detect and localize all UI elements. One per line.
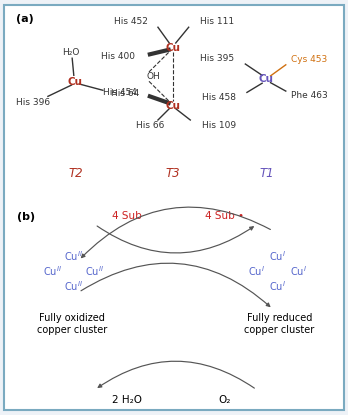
Text: OH: OH <box>147 72 160 81</box>
Text: T1: T1 <box>259 167 274 181</box>
Text: Cu: Cu <box>165 100 180 110</box>
Text: Cu$^{I}$: Cu$^{I}$ <box>248 264 265 278</box>
Text: (b): (b) <box>17 212 35 222</box>
Text: Cu: Cu <box>68 77 83 87</box>
Text: Cu: Cu <box>165 43 180 53</box>
Text: Phe 463: Phe 463 <box>291 90 327 100</box>
Text: Cu$^{II}$: Cu$^{II}$ <box>43 264 62 278</box>
Text: (a): (a) <box>16 14 33 24</box>
Text: T2: T2 <box>68 167 83 181</box>
Text: His 396: His 396 <box>16 98 50 107</box>
Text: His 452: His 452 <box>114 17 148 26</box>
Text: Fully reduced
copper cluster: Fully reduced copper cluster <box>244 313 315 335</box>
Text: His 458: His 458 <box>201 93 236 102</box>
Text: His 395: His 395 <box>200 54 234 63</box>
Text: His 66: His 66 <box>136 121 164 130</box>
Text: 2 H₂O: 2 H₂O <box>112 395 142 405</box>
Text: Cu$^{II}$: Cu$^{II}$ <box>64 249 83 263</box>
Text: Fully oxidized
copper cluster: Fully oxidized copper cluster <box>37 313 107 335</box>
Text: Cys 453: Cys 453 <box>291 55 327 64</box>
Text: Cu: Cu <box>259 74 274 84</box>
Text: Cu$^{I}$: Cu$^{I}$ <box>290 264 307 278</box>
Text: 4 Sub: 4 Sub <box>112 211 142 221</box>
Text: H₂O: H₂O <box>62 49 79 58</box>
Text: Cu$^{II}$: Cu$^{II}$ <box>85 264 104 278</box>
Text: His 400: His 400 <box>101 52 135 61</box>
Text: Cu$^{I}$: Cu$^{I}$ <box>269 279 286 293</box>
Text: His 111: His 111 <box>200 17 234 26</box>
Text: Cu$^{I}$: Cu$^{I}$ <box>269 249 286 263</box>
Text: Cu$^{II}$: Cu$^{II}$ <box>64 279 83 293</box>
Text: His 64: His 64 <box>111 89 139 98</box>
Text: T3: T3 <box>165 167 180 181</box>
Text: His 454: His 454 <box>103 88 137 97</box>
FancyBboxPatch shape <box>4 5 344 410</box>
Text: 4 Sub •: 4 Sub • <box>205 211 244 221</box>
Text: O₂: O₂ <box>218 395 230 405</box>
Text: His 109: His 109 <box>201 121 236 130</box>
